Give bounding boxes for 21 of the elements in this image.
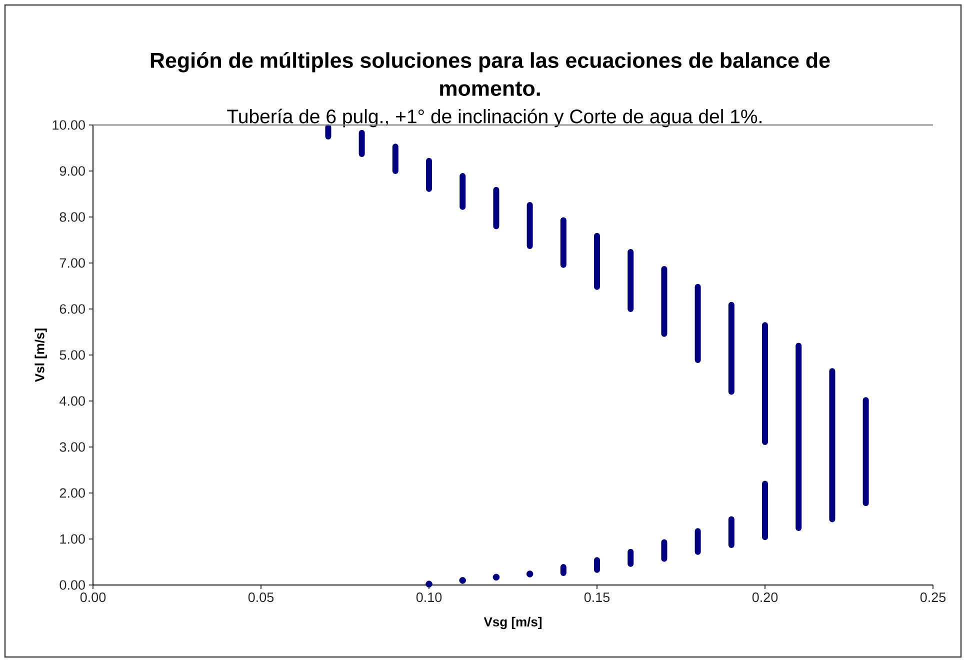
y-tick-label: 0.00 [60,580,85,590]
y-tick-label: 5.00 [60,350,85,360]
x-tick-label: 0.25 [920,592,946,602]
x-tick-label: 0.10 [416,592,442,602]
x-axis-title: Vsg [m/s] [484,616,542,630]
y-tick-label: 10.00 [52,120,85,130]
y-tick-label: 9.00 [60,166,85,176]
y-tick-label: 1.00 [60,534,85,544]
y-tick-label: 8.00 [60,212,85,222]
y-tick-label: 6.00 [60,304,85,314]
y-tick-label: 3.00 [60,442,85,452]
chart-title: Región de múltiples soluciones para las ecuaciones de balance de momento. [150,52,830,96]
x-tick-label: 0.15 [584,592,610,602]
y-tick-label: 4.00 [60,396,85,406]
y-axis-title: Vsl [m/s] [34,328,47,382]
y-tick-label: 2.00 [60,488,85,498]
chart-subtitle: Tubería de 6 pulg., +1° de inclinación y Corte de agua del 1%. [227,108,762,128]
x-tick-label: 0.20 [752,592,778,602]
y-tick-label: 7.00 [60,258,85,268]
x-tick-label: 0.00 [80,592,106,602]
x-tick-label: 0.05 [248,592,274,602]
